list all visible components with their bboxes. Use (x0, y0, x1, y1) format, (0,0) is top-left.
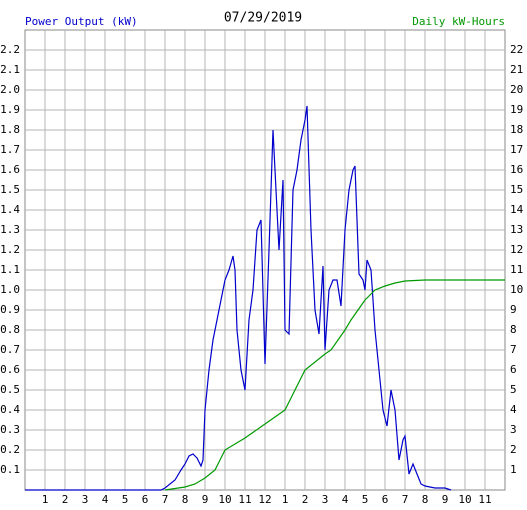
y2-tick-label: 9 (510, 303, 517, 316)
y2-tick-label: 17 (510, 143, 523, 156)
x-tick-label: 5 (122, 493, 129, 506)
y2-tick-label: 13 (510, 223, 523, 236)
y-tick-label: 0.1 (0, 463, 20, 476)
x-tick-label: 6 (382, 493, 389, 506)
x-tick-label: 4 (102, 493, 109, 506)
y-tick-label: 0.5 (0, 383, 20, 396)
y-axis-label: Power Output (kW) (25, 15, 138, 28)
y-tick-label: 2.0 (0, 83, 20, 96)
x-tick-label: 4 (342, 493, 349, 506)
x-tick-label: 9 (442, 493, 449, 506)
y2-tick-label: 14 (510, 203, 524, 216)
chart-title: 07/29/2019 (224, 11, 302, 26)
y-tick-label: 0.4 (0, 403, 20, 416)
x-tick-label: 5 (362, 493, 369, 506)
y2-tick-label: 22 (510, 43, 523, 56)
y2-tick-label: 15 (510, 183, 523, 196)
x-tick-label: 9 (202, 493, 209, 506)
y-tick-label: 1.4 (0, 203, 20, 216)
y2-axis-label: Daily kW-Hours (412, 15, 505, 28)
y-tick-label: 0.2 (0, 443, 20, 456)
y-tick-label: 2.1 (0, 63, 20, 76)
y-tick-label: 0.3 (0, 423, 20, 436)
series-line (164, 279, 505, 491)
y2-tick-label: 6 (510, 363, 517, 376)
y-tick-label: 2.2 (0, 43, 20, 56)
y2-tick-label: 12 (510, 243, 523, 256)
y-tick-label: 1.0 (0, 283, 20, 296)
y2-tick-label: 4 (510, 403, 517, 416)
x-tick-label: 1 (42, 493, 49, 506)
x-tick-label: 7 (402, 493, 409, 506)
x-tick-label: 11 (238, 493, 251, 506)
x-tick-label: 8 (182, 493, 189, 506)
y2-tick-label: 7 (510, 343, 517, 356)
y-tick-label: 0.6 (0, 363, 20, 376)
y-tick-label: 1.7 (0, 143, 20, 156)
y2-tick-label: 19 (510, 103, 523, 116)
y2-tick-label: 20 (510, 83, 523, 96)
y2-tick-label: 18 (510, 123, 523, 136)
x-tick-label: 3 (82, 493, 89, 506)
x-tick-label: 1 (282, 493, 289, 506)
y-tick-label: 0.8 (0, 323, 20, 336)
y-tick-label: 1.5 (0, 183, 20, 196)
x-tick-label: 7 (162, 493, 169, 506)
y2-tick-label: 21 (510, 63, 523, 76)
y2-tick-label: 5 (510, 383, 517, 396)
y-tick-label: 0.9 (0, 303, 20, 316)
y2-tick-label: 2 (510, 443, 517, 456)
x-tick-label: 10 (218, 493, 231, 506)
x-tick-label: 10 (458, 493, 471, 506)
x-tick-label: 2 (62, 493, 69, 506)
x-tick-label: 3 (322, 493, 329, 506)
y2-tick-label: 3 (510, 423, 517, 436)
y-tick-label: 1.2 (0, 243, 20, 256)
y2-tick-label: 11 (510, 263, 523, 276)
y-tick-label: 1.9 (0, 103, 20, 116)
x-tick-label: 11 (478, 493, 491, 506)
y2-tick-label: 10 (510, 283, 523, 296)
y2-tick-label: 1 (510, 463, 517, 476)
y-tick-label: 0.7 (0, 343, 20, 356)
y-tick-label: 1.1 (0, 263, 20, 276)
y2-tick-label: 8 (510, 323, 517, 336)
x-tick-label: 8 (422, 493, 429, 506)
y2-tick-label: 16 (510, 163, 523, 176)
series-line (25, 105, 452, 491)
y-tick-label: 1.8 (0, 123, 20, 136)
x-tick-label: 12 (258, 493, 271, 506)
y-tick-label: 1.6 (0, 163, 20, 176)
y-tick-label: 1.3 (0, 223, 20, 236)
x-tick-label: 2 (302, 493, 309, 506)
x-tick-label: 6 (142, 493, 149, 506)
